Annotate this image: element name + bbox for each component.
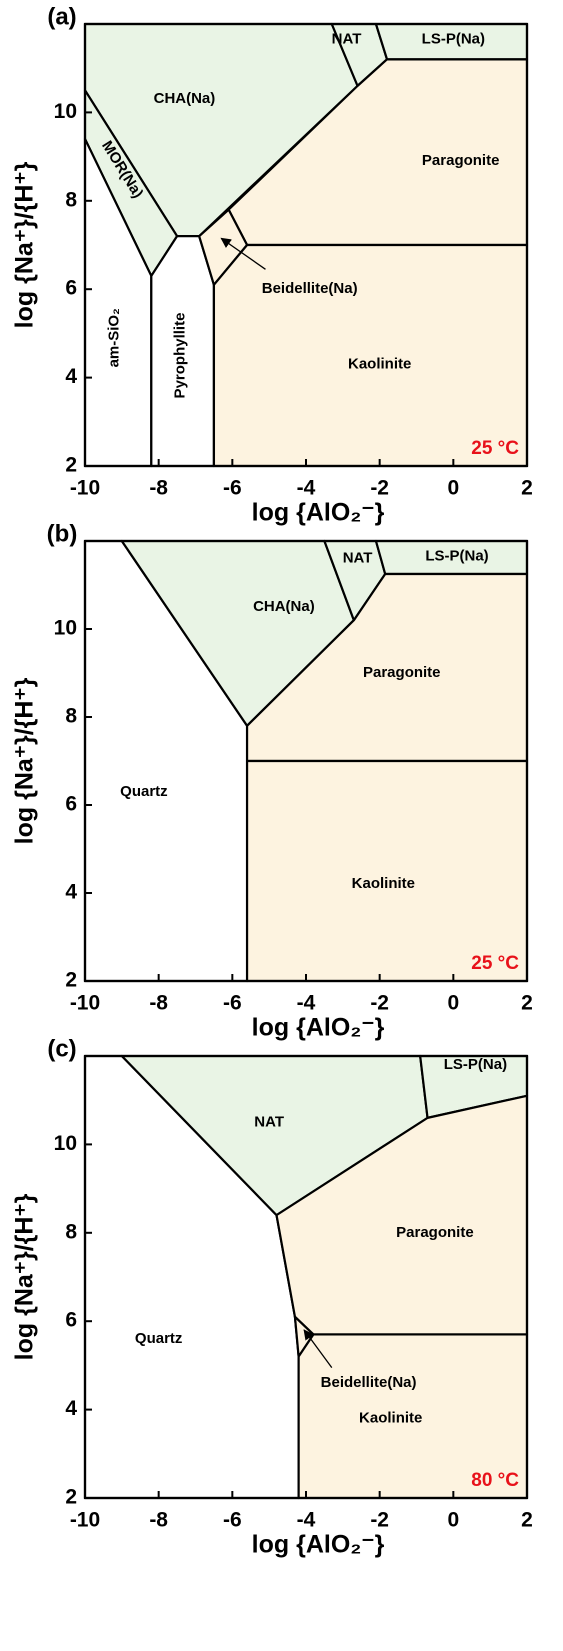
y-tick-label: 8 — [65, 188, 77, 211]
region-label: CHA(Na) — [154, 90, 216, 107]
x-tick-label: 0 — [447, 477, 459, 500]
x-tick-label: -4 — [297, 1509, 316, 1532]
y-tick-label: 6 — [65, 1309, 77, 1332]
x-tick-label: -4 — [297, 477, 316, 500]
y-tick-label: 6 — [65, 793, 77, 816]
x-tick-label: -10 — [70, 477, 100, 500]
x-axis-title: log {AlO₂⁻} — [252, 499, 385, 527]
y-axis-title: log {Na⁺}/{H⁺} — [11, 677, 39, 844]
region-label: NAT — [343, 550, 373, 567]
region-label: Beidellite(Na) — [321, 1374, 417, 1391]
x-tick-label: -6 — [223, 992, 242, 1015]
x-tick-label: 0 — [447, 992, 459, 1015]
panel-label: (c) — [47, 1035, 76, 1062]
x-tick-label: 2 — [521, 477, 533, 500]
region-label: am-SiO₂ — [105, 308, 122, 367]
label-arrow — [303, 1329, 333, 1368]
y-tick-label: 4 — [65, 1397, 77, 1420]
region-label: Kaolinite — [359, 1409, 422, 1426]
x-tick-label: -2 — [370, 1509, 389, 1532]
y-tick-label: 8 — [65, 705, 77, 728]
temperature-label: 80 °C — [471, 1470, 519, 1491]
y-tick-label: 10 — [54, 617, 77, 640]
x-axis-title: log {AlO₂⁻} — [252, 1014, 385, 1042]
x-tick-label: -6 — [223, 477, 242, 500]
y-axis-title: log {Na⁺}/{H⁺} — [11, 1193, 39, 1360]
x-axis-title: log {AlO₂⁻} — [252, 1531, 385, 1559]
y-tick-label: 10 — [54, 100, 77, 123]
y-tick-label: 10 — [54, 1132, 77, 1155]
x-tick-label: 2 — [521, 992, 533, 1015]
y-tick-label: 6 — [65, 277, 77, 300]
region-label: Kaolinite — [352, 875, 415, 892]
region-label: Paragonite — [396, 1224, 474, 1241]
x-tick-label: -8 — [149, 1509, 168, 1532]
x-tick-label: 0 — [447, 1509, 459, 1532]
region-label: Kaolinite — [348, 355, 411, 372]
region-label: Paragonite — [422, 152, 500, 169]
region-label: LS-P(Na) — [444, 1056, 507, 1073]
x-tick-label: -4 — [297, 992, 316, 1015]
temperature-label: 25 °C — [471, 438, 519, 459]
y-axis-title: log {Na⁺}/{H⁺} — [11, 161, 39, 328]
panel-label: (a) — [47, 3, 76, 30]
y-tick-label: 2 — [65, 969, 77, 992]
y-tick-label: 2 — [65, 454, 77, 477]
y-tick-label: 4 — [65, 365, 77, 388]
region-label: Quartz — [135, 1330, 183, 1347]
x-tick-label: -6 — [223, 1509, 242, 1532]
phase-region — [245, 759, 529, 983]
x-tick-label: -10 — [70, 992, 100, 1015]
region-label: NAT — [332, 30, 362, 47]
y-tick-label: 8 — [65, 1220, 77, 1243]
y-tick-label: 2 — [65, 1486, 77, 1509]
region-label: LS-P(Na) — [425, 547, 488, 564]
panel: Quartz NAT LS-P(Na) Paragonite Beidellite(Na… — [11, 1035, 533, 1558]
panel: Quartz CHA(Na) NAT LS-P(Na) Paragonite Kaolin… — [11, 520, 533, 1041]
region-label: NAT — [254, 1113, 284, 1130]
x-tick-label: -2 — [370, 477, 389, 500]
x-tick-label: -2 — [370, 992, 389, 1015]
temperature-label: 25 °C — [471, 953, 519, 974]
region-label: Paragonite — [363, 664, 441, 681]
region-label: LS-P(Na) — [422, 30, 485, 47]
region-label: Quartz — [120, 783, 168, 800]
region-label: CHA(Na) — [253, 598, 315, 615]
label-arrow — [220, 237, 266, 270]
region-label: Beidellite(Na) — [262, 280, 358, 297]
y-tick-label: 4 — [65, 881, 77, 904]
x-tick-label: 2 — [521, 1509, 533, 1532]
x-tick-label: -10 — [70, 1509, 100, 1532]
panel-label: (b) — [47, 520, 78, 547]
x-tick-label: -8 — [149, 992, 168, 1015]
x-tick-label: -8 — [149, 477, 168, 500]
region-label: Pyrophyllite — [172, 313, 189, 399]
